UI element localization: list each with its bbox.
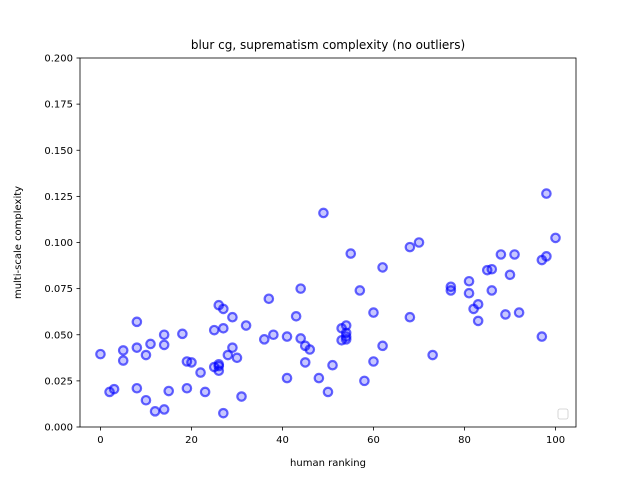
y-axis-label: multi-scale complexity: [13, 186, 24, 299]
data-point: [181, 382, 193, 394]
data-point: [445, 285, 457, 296]
y-tick-label: 0.150: [44, 146, 73, 157]
chart-title: blur cg, suprematism complexity (no outl…: [191, 38, 465, 52]
data-point: [177, 328, 188, 340]
data-point: [318, 207, 329, 219]
data-point: [240, 320, 252, 331]
data-point: [158, 339, 170, 351]
x-tick-label: 80: [458, 435, 471, 446]
data-point: [218, 407, 229, 419]
data-point: [222, 349, 234, 361]
data-point: [218, 303, 229, 315]
data-point: [258, 334, 270, 345]
data-point: [263, 293, 275, 305]
data-point: [117, 345, 129, 356]
x-axis-label: human ranking: [290, 458, 366, 469]
y-tick-label: 0.000: [44, 423, 73, 434]
data-point: [290, 310, 302, 322]
data-point: [486, 285, 498, 296]
data-point: [368, 307, 379, 318]
x-tick-label: 20: [185, 435, 198, 446]
legend-box: [557, 408, 569, 420]
x-tick-label: 0: [97, 435, 103, 446]
data-point: [322, 386, 334, 398]
data-point: [500, 309, 511, 320]
data-point: [313, 372, 325, 384]
data-point: [149, 406, 161, 417]
data-point: [345, 248, 357, 259]
data-point: [404, 241, 416, 253]
data-point: [208, 324, 220, 336]
data-point: [354, 285, 366, 296]
data-points: [95, 188, 561, 419]
data-point: [131, 382, 143, 394]
data-point: [158, 404, 170, 415]
y-tick-label: 0.175: [44, 100, 73, 111]
y-tick-label: 0.125: [44, 192, 73, 203]
data-point: [145, 338, 156, 350]
data-point: [213, 365, 225, 377]
data-point: [495, 249, 507, 260]
plot-area: [80, 58, 576, 427]
data-point: [359, 375, 370, 387]
data-point: [377, 262, 388, 273]
data-point: [377, 340, 388, 352]
data-point: [281, 372, 293, 384]
data-point: [295, 283, 306, 294]
data-point: [304, 344, 316, 355]
data-point: [131, 316, 143, 328]
data-point: [327, 359, 338, 371]
data-point: [195, 367, 206, 378]
data-point: [340, 334, 352, 345]
data-point: [117, 355, 129, 366]
data-point: [163, 385, 175, 397]
data-point: [295, 333, 306, 344]
x-axis: 0 20 40 60 80 100: [97, 427, 565, 446]
data-point: [268, 329, 279, 341]
x-tick-label: 40: [276, 435, 289, 446]
y-tick-label: 0.200: [44, 54, 73, 65]
data-point: [368, 356, 379, 367]
y-tick-label: 0.075: [44, 284, 73, 295]
data-point: [186, 357, 197, 368]
data-point: [463, 275, 475, 287]
y-axis: 0.000 0.025 0.050 0.075 0.100 0.125 0.150 0.175…: [44, 54, 80, 434]
data-point: [472, 299, 484, 310]
x-tick-label: 60: [367, 435, 380, 446]
data-point: [404, 311, 416, 323]
data-point: [513, 307, 525, 318]
data-point: [199, 386, 211, 398]
data-point: [541, 251, 552, 262]
y-tick-label: 0.050: [44, 330, 73, 341]
data-point: [299, 357, 311, 368]
data-point: [486, 263, 498, 275]
data-point: [536, 331, 548, 342]
data-point: [427, 349, 438, 361]
data-point: [281, 331, 293, 342]
data-point: [108, 383, 120, 395]
data-point: [140, 349, 152, 361]
x-tick-label: 100: [546, 435, 565, 446]
data-point: [227, 311, 238, 323]
data-point: [472, 315, 484, 327]
data-point: [131, 342, 143, 353]
data-point: [231, 352, 243, 364]
data-point: [140, 394, 152, 406]
plot-frame: [79, 57, 577, 428]
data-point: [158, 329, 170, 341]
data-point: [541, 188, 552, 199]
data-point: [227, 342, 238, 353]
data-point: [95, 348, 106, 360]
data-point: [550, 232, 561, 244]
data-point: [504, 269, 516, 281]
data-point: [236, 391, 247, 402]
data-point: [218, 322, 229, 334]
y-tick-label: 0.025: [44, 376, 73, 387]
y-tick-label: 0.100: [44, 238, 73, 249]
data-point: [413, 237, 425, 248]
data-point: [509, 249, 520, 260]
data-point: [463, 287, 475, 299]
